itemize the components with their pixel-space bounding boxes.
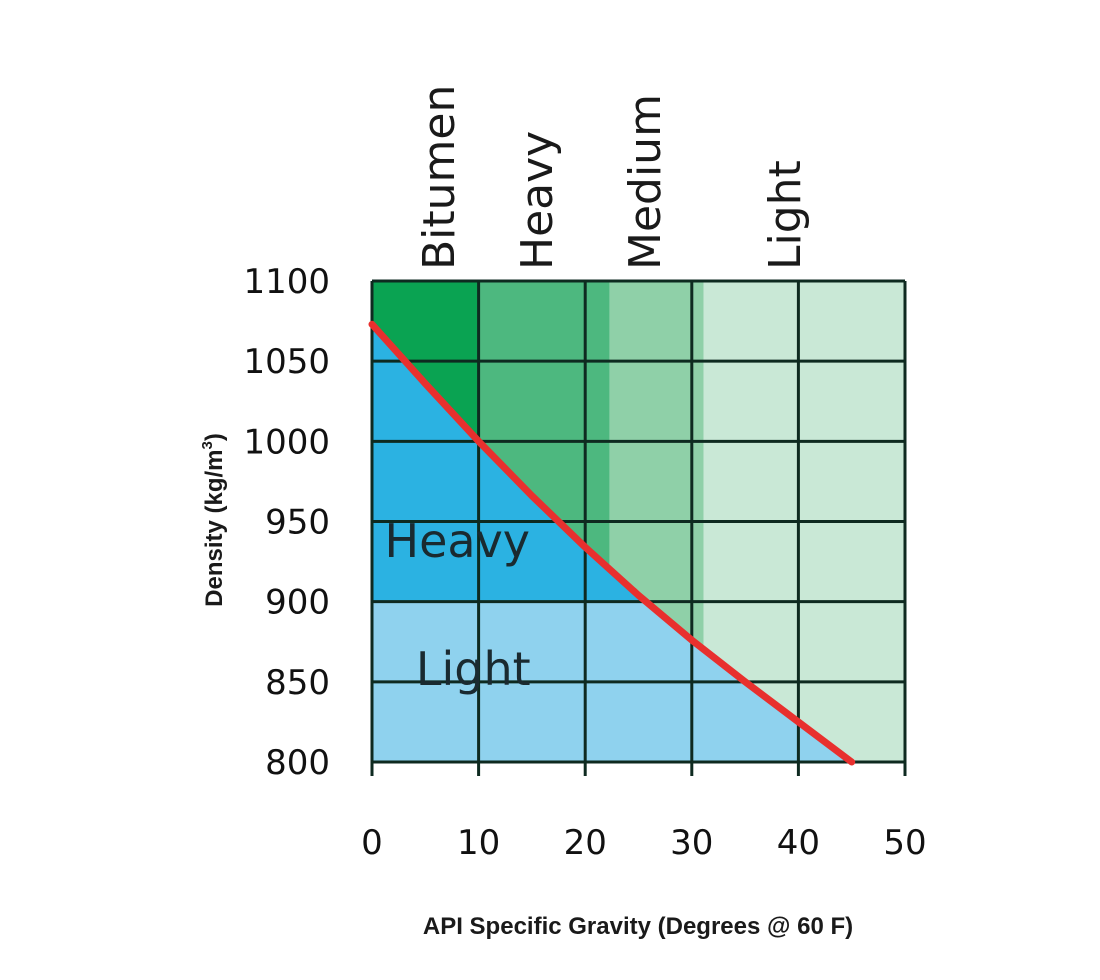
y-tick-label-1: 850 [265, 663, 330, 703]
band-label-bitumen-0: Bitumen [414, 85, 465, 270]
x-tick-label-2: 20 [564, 823, 607, 863]
conversion-curve-layer [368, 320, 856, 766]
region-label-heavy: Heavy [385, 514, 531, 568]
y-axis-title-suffix: ) [201, 433, 228, 441]
x-tick-label-3: 30 [670, 823, 713, 863]
band-labels: Bitumen Heavy Medium Light [414, 85, 811, 270]
region-label-light: Light [416, 642, 531, 696]
y-axis-title-main: Density (kg/m [201, 449, 228, 606]
grid-lines [370, 279, 907, 776]
region-labels: Heavy Light [385, 514, 531, 696]
y-tick-label-0: 800 [265, 743, 330, 783]
band-label-medium-2: Medium [620, 94, 671, 270]
x-tick-label-4: 40 [777, 823, 820, 863]
y-axis-title-superscript: 3 [199, 441, 216, 449]
axis-ticks: 800 850 900 950 1000 1050 1100 0 10 20 30 40 50 [243, 262, 926, 863]
y-tick-label-2: 900 [265, 583, 330, 623]
y-tick-label-6: 1100 [243, 262, 330, 302]
y-axis-title: Density (kg/m3) [199, 433, 228, 607]
conversion-curve [368, 320, 856, 766]
y-tick-label-3: 950 [265, 503, 330, 543]
band-label-heavy-1: Heavy [512, 131, 563, 270]
y-tick-label-4: 1000 [243, 422, 330, 462]
x-axis-title: API Specific Gravity (Degrees @ 60 F) [423, 913, 853, 940]
x-tick-label-1: 10 [457, 823, 500, 863]
x-tick-label-5: 50 [883, 823, 926, 863]
x-tick-label-0: 0 [361, 823, 383, 863]
band-label-light-3: Light [760, 160, 811, 270]
y-tick-label-5: 1050 [243, 342, 330, 382]
